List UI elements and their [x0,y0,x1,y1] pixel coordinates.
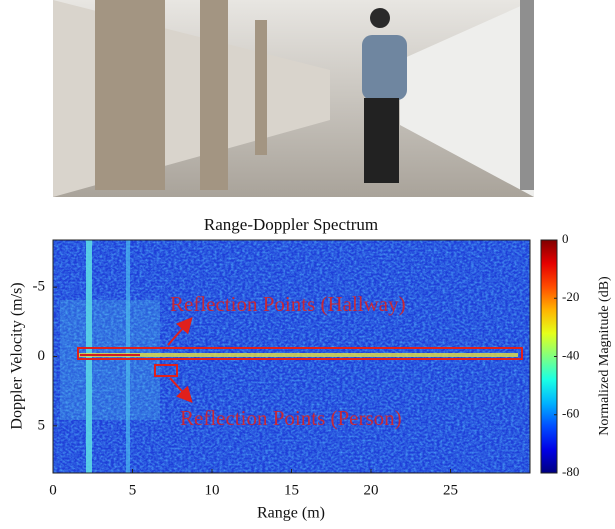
x-tick-label: 25 [443,482,458,498]
colorbar-tick-label: 0 [562,231,569,246]
arrow [169,377,193,403]
hallway-box [77,347,523,360]
x-tick-label: 20 [364,482,379,498]
colorbar-label: Normalized Magnitude (dB) [597,276,612,436]
chart-title: Range-Doppler Spectrum [204,215,378,234]
y-tick-label: 0 [38,348,46,364]
photo [53,0,534,197]
x-tick-label: 0 [49,482,57,498]
colorbar-tick-label: -40 [562,347,579,362]
colorbar-tick-label: -20 [562,289,579,304]
annotation: Reflection Points (Person) [180,406,402,430]
x-tick-label: 5 [129,482,137,498]
x-axis-label: Range (m) [257,505,325,522]
colorbar-tick-label: -60 [562,406,579,421]
annotation: Reflection Points (Hallway) [170,292,406,316]
x-tick-label: 15 [284,482,299,498]
colorbar-tick-label: -80 [562,464,579,479]
x-tick-label: 10 [205,482,220,498]
heatmap [52,239,531,474]
person-box [154,364,178,377]
y-tick-label: -5 [33,279,46,295]
y-axis-label: Doppler Velocity (m/s) [9,282,26,429]
y-tick-label: 5 [38,417,46,433]
arrow [167,316,193,346]
